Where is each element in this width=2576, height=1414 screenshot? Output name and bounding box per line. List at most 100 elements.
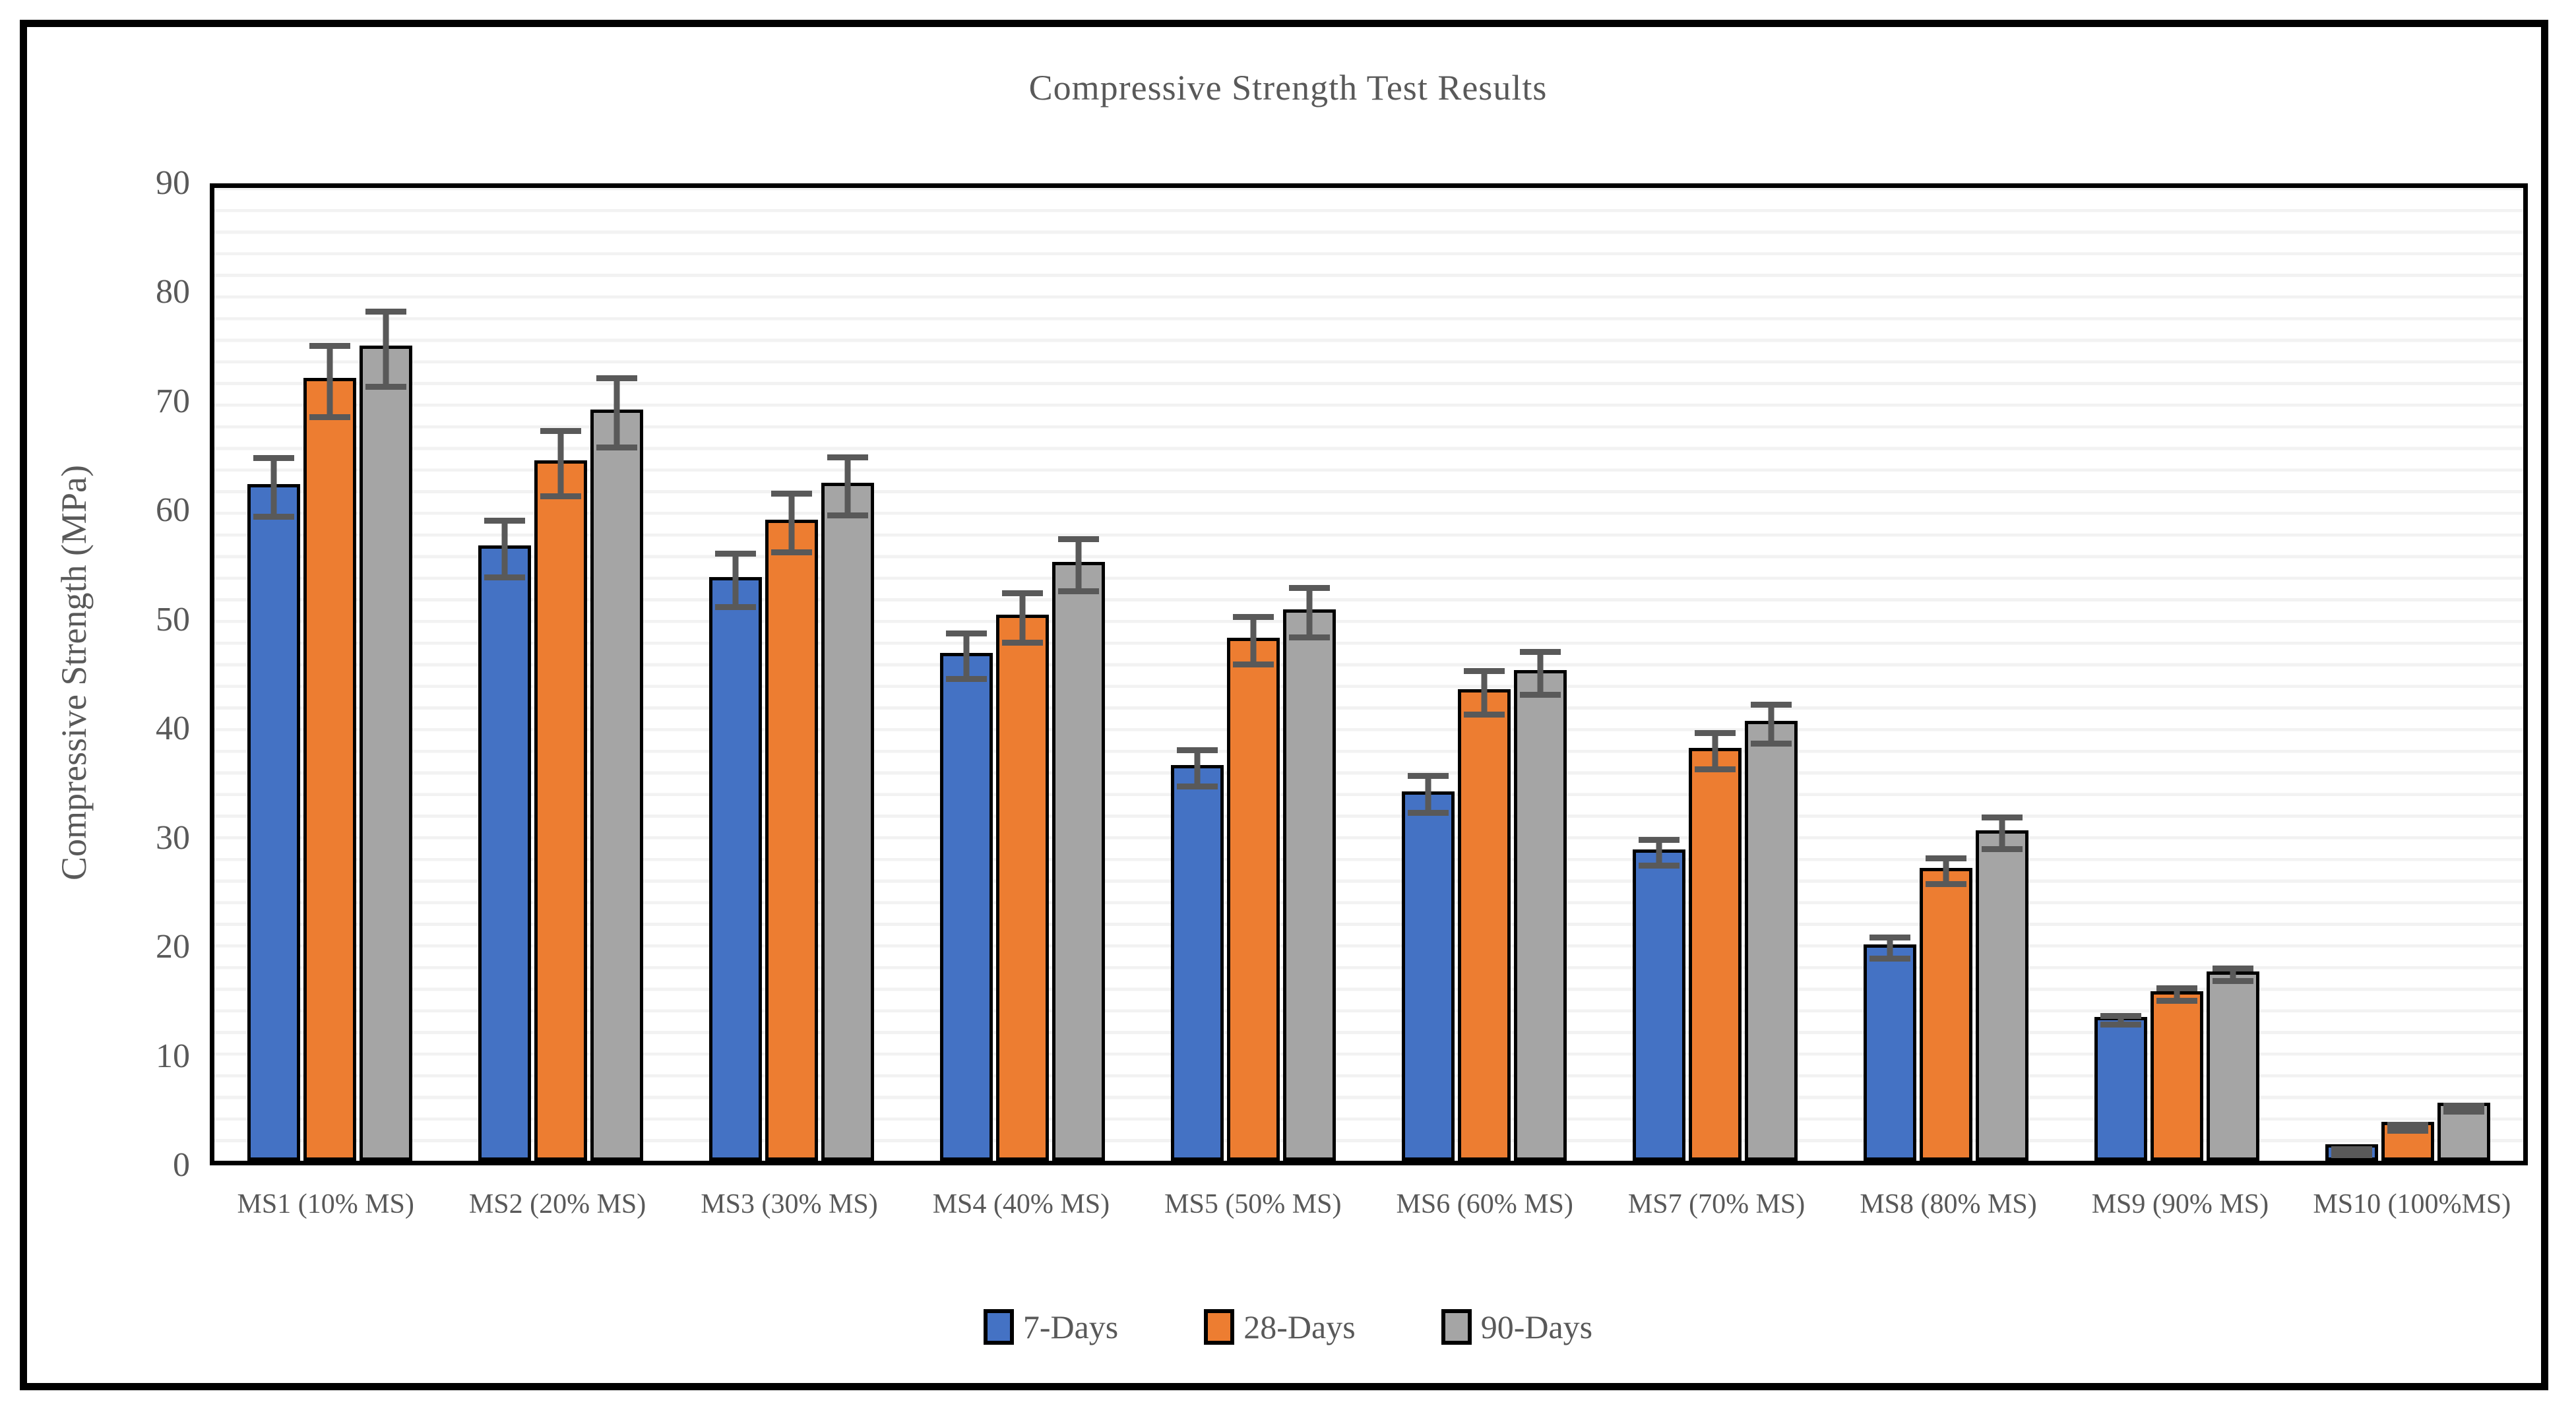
error-bar [484, 518, 525, 580]
error-bar [1695, 729, 1736, 773]
error-bar [1177, 747, 1218, 790]
bar-90-days [590, 375, 643, 1161]
bar-7-days [940, 630, 993, 1161]
bar-28-days [534, 428, 587, 1161]
error-bar [1926, 855, 1966, 887]
legend-item-90-days: 90-Days [1441, 1308, 1592, 1346]
bar-group-ms8 [1831, 188, 2061, 1161]
y-tick-label: 80 [156, 273, 190, 311]
bar-7-days [2325, 1144, 2378, 1161]
bar-90-days [1052, 536, 1105, 1161]
bar-90-days [1514, 648, 1567, 1161]
bar-90-days [2437, 1102, 2490, 1161]
chart-title: Compressive Strength Test Results [1028, 68, 1548, 108]
error-bar [1233, 614, 1274, 668]
x-category-label: MS2 (20% MS) [468, 1189, 646, 1219]
error-bar [2213, 965, 2253, 985]
bar-group-ms5 [1138, 188, 1369, 1161]
bar-7-days [1171, 747, 1224, 1161]
legend-swatch-90-days [1441, 1309, 1472, 1345]
bar-7-days [1633, 836, 1685, 1161]
legend-swatch-7-days [983, 1309, 1014, 1345]
bar-group-ms10 [2292, 188, 2523, 1161]
bar-group-ms3 [676, 188, 907, 1161]
error-bar [309, 342, 350, 420]
bar-group-ms9 [2061, 188, 2292, 1161]
bar-group-ms1 [214, 188, 445, 1161]
y-tick-label: 20 [156, 928, 190, 966]
error-bar [1639, 836, 1680, 869]
y-tick-label: 70 [156, 382, 190, 420]
legend-label: 7-Days [1022, 1308, 1119, 1345]
bar-group-ms6 [1369, 188, 1600, 1161]
error-bar [1002, 590, 1043, 646]
bar-90-days [2207, 965, 2259, 1161]
bar-90-days [1976, 814, 2028, 1161]
y-tick-label: 60 [156, 491, 190, 530]
y-tick-label: 90 [156, 164, 190, 202]
x-category-label: MS5 (50% MS) [1164, 1189, 1342, 1219]
y-tick-label: 50 [156, 600, 190, 638]
bar-28-days [765, 491, 818, 1161]
x-category-label: MS7 (70% MS) [1627, 1189, 1806, 1219]
error-bar [596, 375, 637, 450]
legend-label: 28-Days [1243, 1308, 1356, 1345]
error-bar [1289, 585, 1330, 641]
bar-28-days [303, 342, 356, 1161]
x-category-label: MS9 (90% MS) [2091, 1189, 2269, 1219]
error-bar [1869, 934, 1910, 962]
y-tick-label: 40 [156, 710, 190, 748]
error-bar [2156, 985, 2197, 1004]
legend-label: 90-Days [1480, 1308, 1593, 1345]
bar-group-ms2 [445, 188, 676, 1161]
legend-item-7-days: 7-Days [983, 1308, 1119, 1346]
bar-28-days [996, 590, 1049, 1161]
error-bar [1982, 814, 2023, 853]
bar-90-days [1745, 702, 1798, 1161]
y-tick-label: 10 [156, 1037, 190, 1075]
bar-28-days [2151, 985, 2203, 1161]
error-bar [771, 491, 812, 555]
error-bar [1058, 536, 1099, 594]
error-bar [2387, 1121, 2428, 1134]
error-bar [1751, 702, 1792, 747]
x-category-label: MS1 (10% MS) [237, 1189, 414, 1219]
bar-28-days [1689, 729, 1742, 1161]
legend-swatch-28-days [1204, 1309, 1235, 1345]
bar-7-days [709, 550, 762, 1161]
error-bar [1464, 668, 1505, 718]
bar-7-days [1864, 934, 1916, 1161]
error-bar [253, 455, 294, 520]
bar-7-days [478, 518, 531, 1161]
error-bar [946, 630, 987, 682]
x-category-label: MS4 (40% MS) [932, 1189, 1110, 1219]
bar-28-days [1920, 855, 1972, 1161]
error-bar [365, 308, 406, 390]
error-bar [715, 550, 756, 611]
bar-7-days [1402, 773, 1455, 1161]
y-tick-label: 0 [173, 1146, 190, 1184]
x-category-label: MS10 (100%MS) [2313, 1189, 2511, 1219]
bar-group-ms4 [907, 188, 1138, 1161]
bar-90-days [821, 454, 874, 1161]
plot-area [210, 183, 2528, 1165]
x-category-label: MS3 (30% MS) [701, 1189, 878, 1219]
bar-7-days [247, 455, 300, 1161]
x-category-label: MS8 (80% MS) [1860, 1189, 2037, 1219]
bar-group-ms7 [1600, 188, 1831, 1161]
bar-90-days [1283, 585, 1336, 1161]
legend: 7-Days 28-Days 90-Days [0, 1294, 2576, 1360]
bar-28-days [1458, 668, 1511, 1161]
bar-28-days [1227, 614, 1280, 1161]
error-bar [540, 428, 581, 499]
plot-grid [214, 188, 2523, 1161]
bar-90-days [360, 308, 412, 1161]
bar-7-days [2094, 1013, 2147, 1161]
error-bar [1520, 648, 1561, 698]
error-bar [1408, 773, 1449, 816]
error-bar [2443, 1103, 2484, 1115]
bar-28-days [2381, 1121, 2434, 1161]
x-category-label: MS6 (60% MS) [1396, 1189, 1573, 1219]
legend-item-28-days: 28-Days [1204, 1308, 1356, 1346]
